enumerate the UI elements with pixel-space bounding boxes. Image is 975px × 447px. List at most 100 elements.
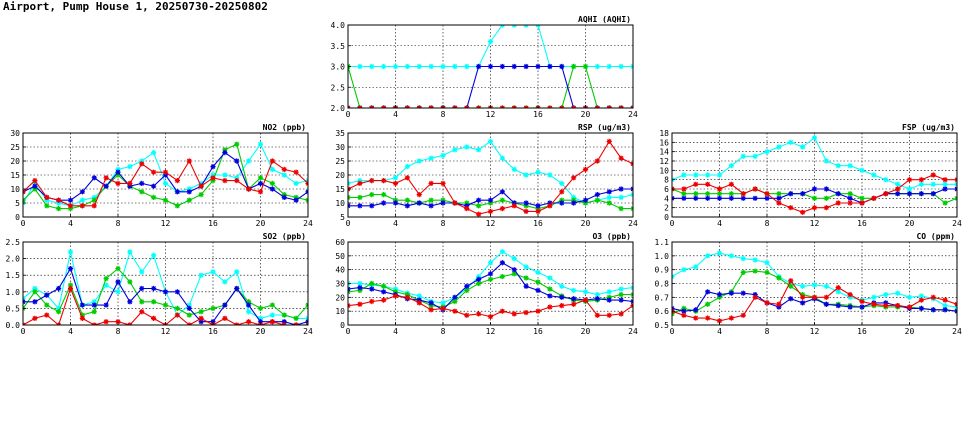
so2-series-2-point <box>246 299 252 305</box>
no2-series-3-point <box>186 189 192 195</box>
y-tick-label: 40 <box>335 266 345 275</box>
rsp-series-4 <box>348 138 633 217</box>
aqhi-series-3-point <box>476 63 482 70</box>
aqhi-series-1-point <box>440 63 446 70</box>
fsp-series-3-point <box>811 186 818 192</box>
y-tick-label: 0 <box>664 213 669 222</box>
no2-series-2 <box>23 141 308 212</box>
o3-series-4-point <box>523 309 529 316</box>
co-series-3-point <box>705 289 711 295</box>
so2-series-3-point <box>234 285 240 292</box>
x-tick-label: 16 <box>208 327 218 336</box>
no2-series-1-point <box>269 166 275 172</box>
no2-series-3-point <box>127 183 133 189</box>
rsp-series-1-point <box>523 172 529 178</box>
x-tick-label: 24 <box>952 327 962 336</box>
rsp-series-4-point <box>369 178 375 184</box>
rsp-series-1-point <box>499 155 505 161</box>
aqhi-series-2 <box>348 63 633 108</box>
no2-series-1-point <box>281 172 287 178</box>
no2-series-2-point <box>151 194 157 200</box>
co-series-1-point <box>764 260 770 266</box>
fsp-series-1-point <box>716 172 723 178</box>
o3-series-2-point <box>606 294 612 300</box>
o3-series-1-point <box>547 275 553 281</box>
co-series-3-point <box>883 300 889 306</box>
o3-series-3-point <box>428 300 434 306</box>
no2-series-2-point <box>162 197 169 203</box>
so2-series-2-point <box>127 279 133 285</box>
so2-series-1-point <box>67 249 74 255</box>
no2-series-1-point <box>91 194 97 200</box>
so2-series-1-point <box>186 302 192 308</box>
co-series-1-point <box>883 291 889 298</box>
rsp-series-4-point <box>357 180 363 186</box>
co-series-3-point <box>693 307 699 313</box>
so2-series-2-point <box>198 309 204 315</box>
o3-series-2-point <box>499 273 505 280</box>
no2-series-4-point <box>67 203 74 209</box>
co-series-1-point <box>740 256 746 262</box>
fsp-series-1-point <box>681 172 687 178</box>
no2-series-3-point <box>281 194 287 200</box>
no2-series-3-point <box>67 197 74 203</box>
no2-series-1-point <box>186 186 192 192</box>
no2-series-4-point <box>115 180 121 186</box>
no2-series-3-point <box>269 186 275 192</box>
so2-series-2-point <box>281 312 287 318</box>
fsp-series-4-point <box>776 200 782 206</box>
so2-series-3-point <box>44 292 50 298</box>
so2-series-1-point <box>222 279 228 285</box>
rsp-series-3-point <box>606 189 612 195</box>
x-tick-label: 4 <box>717 219 722 228</box>
o3-series-4-point <box>547 304 553 310</box>
o3-series-1-point <box>582 289 589 295</box>
rsp-series-4-point <box>487 208 494 214</box>
no2-series-1-point <box>246 158 252 164</box>
fsp-series-3-point <box>728 195 734 201</box>
fsp-series-3-point <box>764 195 770 201</box>
rsp-series-3-point <box>594 192 600 198</box>
rsp-series-2-point <box>571 197 577 203</box>
rsp-series-1-point <box>535 169 541 175</box>
so2-series-2-point <box>115 265 121 272</box>
rsp-series-3-point <box>369 203 375 209</box>
y-tick-label: 4.0 <box>331 21 346 30</box>
rsp-series-1-point <box>606 194 612 200</box>
so2-series-1-point <box>151 252 157 258</box>
rsp-series-3-point <box>392 200 399 206</box>
o3-series-3-point <box>476 276 482 282</box>
rsp-series-1-point <box>404 164 410 170</box>
no2-series-3-point <box>293 197 299 203</box>
co-series-1-point <box>728 253 734 259</box>
fsp-series-1-point <box>800 144 806 150</box>
o3-series-4-point <box>487 314 494 320</box>
co-series-4-point <box>942 297 948 303</box>
o3-series-2-point <box>523 275 529 281</box>
no2-series-1-point <box>139 158 145 164</box>
aqhi-series-1-point <box>618 63 624 70</box>
fsp-series-2-point <box>847 191 853 197</box>
fsp-series-1-point <box>942 181 948 187</box>
no2-series-1-point <box>127 164 133 170</box>
rsp-series-1-point <box>392 175 399 181</box>
co-series-2-point <box>705 301 711 307</box>
no2-series-3-point <box>103 183 109 189</box>
y-tick-label: 0.7 <box>655 293 670 302</box>
co-series-4-point <box>895 303 901 309</box>
x-tick-label: 0 <box>670 327 675 336</box>
y-tick-label: 5 <box>15 199 20 208</box>
o3-series-3-point <box>571 296 577 302</box>
fsp-series-3-point <box>705 195 711 201</box>
no2-series-1-point <box>234 175 240 181</box>
rsp-series-3-point <box>535 203 541 209</box>
no2-series-2-point <box>222 147 228 153</box>
fsp-series-3-point <box>752 195 758 201</box>
no2-series-4-point <box>281 166 287 172</box>
o3-series-2-point <box>452 298 458 305</box>
fsp-series-3-point <box>776 195 782 201</box>
no2-series-4-point <box>162 169 169 175</box>
so2-series-1-point <box>91 299 97 305</box>
co-series-3-point <box>942 307 948 313</box>
so2-series-1-point <box>127 249 133 255</box>
